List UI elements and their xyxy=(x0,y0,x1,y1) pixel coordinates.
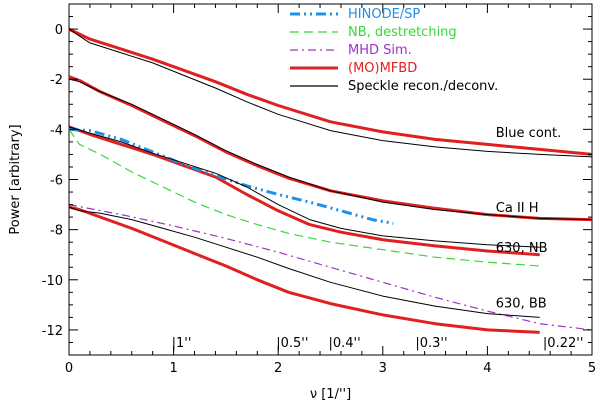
x-tick-label: 2 xyxy=(274,361,282,376)
x-tick-label: 3 xyxy=(379,361,387,376)
series-line-630-bb-mo-mfbd xyxy=(68,205,540,334)
series-line-blue-cont-speckle xyxy=(68,28,593,158)
curve-annotation: 630, NB xyxy=(496,241,548,256)
y-tick-label: -2 xyxy=(50,73,63,88)
y-tick-label: -4 xyxy=(50,123,63,138)
y-tick-label: 0 xyxy=(55,23,63,38)
x-axis-label: ν [1/''] xyxy=(310,387,351,402)
legend-label: Speckle recon./deconv. xyxy=(348,79,498,94)
y-tick-label: -10 xyxy=(42,274,63,289)
scale-marks: |1'' |0.5'' |0.4'' |0.3'' |0.22'' xyxy=(172,336,584,351)
x-tick-label: 5 xyxy=(588,361,596,376)
series-line-630-nb-mo-mfbd xyxy=(68,125,540,257)
legend-label: MHD Sim. xyxy=(348,43,412,58)
series-line-hinode-sp xyxy=(68,127,394,225)
curve-annotations: Blue cont. Ca II H 630, NB 630, BB xyxy=(496,126,561,311)
x-tick-label: 1 xyxy=(169,361,177,376)
y-tick-label: -6 xyxy=(50,174,63,189)
legend-label: NB, destretching xyxy=(348,25,457,40)
x-tick-label: 0 xyxy=(65,361,73,376)
legend-label: HINODE/SP xyxy=(348,7,420,22)
legend-label: (MO)MFBD xyxy=(348,61,417,76)
axis-ticks: 0 1 2 3 4 5 0 -2 -4 -6 -8 -10 -12 xyxy=(42,3,596,376)
y-tick-label: -12 xyxy=(42,324,63,339)
scale-mark-label: |0.5'' xyxy=(276,336,308,351)
curve-annotation: Blue cont. xyxy=(496,126,561,141)
series-line-blue-cont-mo-mfbd xyxy=(68,27,593,156)
scale-mark-label: |0.22'' xyxy=(543,336,583,351)
y-axis-label: Power [arbitrary] xyxy=(8,124,23,234)
scale-mark-label: |1'' xyxy=(172,336,192,351)
legend: HINODE/SP NB, destretching MHD Sim. (MO)MFB… xyxy=(290,7,498,94)
x-tick-label: 4 xyxy=(483,361,491,376)
series-line-630-nb-speckle xyxy=(68,126,540,248)
series-line-630-bb-speckle xyxy=(68,206,540,318)
series-line-ca-ii-h-speckle xyxy=(68,78,593,221)
series-layer xyxy=(68,27,593,334)
curve-annotation: Ca II H xyxy=(496,201,539,216)
scale-mark-label: |0.3'' xyxy=(415,336,447,351)
y-tick-label: -8 xyxy=(50,224,63,239)
series-line-nb-destretching xyxy=(68,129,540,267)
scale-mark-label: |0.4'' xyxy=(329,336,361,351)
curve-annotation: 630, BB xyxy=(496,296,547,311)
